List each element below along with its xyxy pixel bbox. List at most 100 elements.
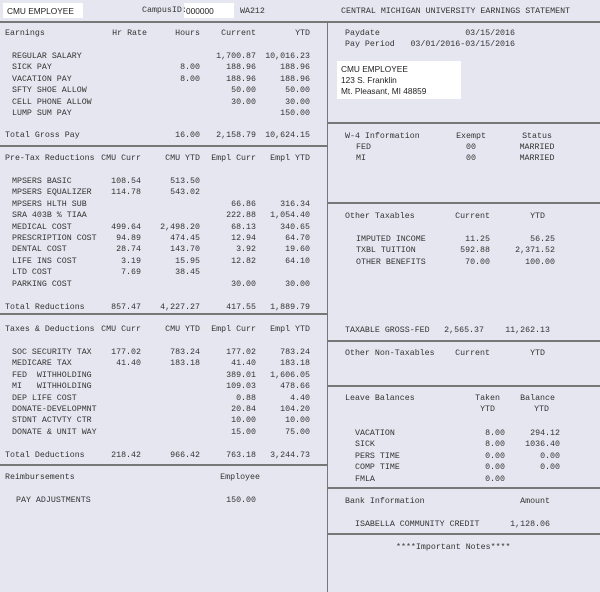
total-label: Total Gross Pay: [5, 131, 80, 140]
column-header: Leave Balances: [345, 394, 415, 403]
row-value: 30.00: [231, 279, 256, 289]
column-header: CMU Curr: [101, 154, 141, 163]
column-subheader: YTD: [480, 405, 495, 414]
column-header: Empl Curr: [211, 325, 256, 334]
row-value: 109.03: [226, 382, 256, 392]
section-divider: [0, 21, 600, 23]
taxable-gross-current: 2,565.37: [444, 326, 484, 335]
taxable-gross-ytd: 11,262.13: [505, 326, 550, 335]
total-value: 763.18: [226, 451, 256, 460]
row-label: MEDICARE TAX: [12, 359, 72, 369]
row-value: 2,498.20: [160, 222, 200, 232]
row-label: MPSERS BASIC: [12, 177, 72, 186]
column-header: Bank Information: [345, 497, 425, 506]
pay-period-label: Pay Period: [345, 40, 395, 49]
row-value: 1,606.05: [270, 370, 310, 380]
row-label: MI WITHHOLDING: [12, 382, 92, 392]
row-label: DEP LIFE COST: [12, 393, 77, 403]
row-value: 15.00: [231, 427, 256, 437]
column-header: Exempt: [456, 132, 486, 141]
column-header: Empl Curr: [211, 154, 256, 163]
row-value: 12.82: [231, 256, 256, 266]
total-value: 16.00: [175, 131, 200, 140]
row-value: 543.02: [170, 188, 200, 198]
total-value: 4,227.27: [160, 303, 200, 312]
pay-period: 03/01/2016-03/15/2016: [410, 40, 515, 49]
row-value: 150.00: [280, 109, 310, 118]
row-label: PRESCRIPTION COST: [12, 234, 97, 243]
row-value: 0.88: [236, 393, 256, 403]
section-divider: [0, 464, 327, 466]
row-value: 10,016.23: [265, 52, 310, 61]
total-value: 2,158.79: [216, 131, 256, 140]
row-value: 75.00: [285, 427, 310, 437]
total-value: 857.47: [111, 303, 141, 312]
total-value: 218.42: [111, 451, 141, 460]
row-value: 478.66: [280, 382, 310, 392]
column-header: Taxes & Deductions: [5, 325, 95, 334]
row-value: 64.70: [285, 234, 310, 243]
row-label: PARKING COST: [12, 279, 72, 289]
row-label: MPSERS HLTH SUB: [12, 199, 87, 209]
address-box: [337, 61, 461, 99]
row-value: 1036.40: [525, 440, 560, 450]
row-value: 64.10: [285, 256, 310, 266]
section-divider: [327, 122, 600, 124]
row-value: 100.00: [525, 257, 555, 267]
column-header: Current: [455, 349, 490, 358]
row-value: 11.25: [465, 235, 490, 244]
row-label: VACATION: [355, 429, 395, 438]
row-value: 188.96: [280, 74, 310, 84]
address-line: 123 S. Franklin: [341, 75, 397, 85]
row-label: CELL PHONE ALLOW: [12, 97, 92, 107]
column-header: Hours: [175, 29, 200, 38]
row-value: 8.00: [485, 440, 505, 450]
row-label: PERS TIME: [355, 451, 400, 461]
row-value: 70.00: [465, 257, 490, 267]
address-line: CMU EMPLOYEE: [341, 64, 408, 74]
address-line: Mt. Pleasant, MI 48859: [341, 86, 427, 96]
total-value: 966.42: [170, 451, 200, 460]
row-value: 7.69: [121, 268, 141, 278]
row-value: 30.00: [285, 279, 310, 289]
column-subheader: YTD: [534, 405, 549, 414]
row-value: 8.00: [485, 429, 505, 438]
row-value: 783.24: [280, 348, 310, 357]
section-divider: [0, 313, 327, 315]
section-divider: [327, 385, 600, 387]
row-value: 177.02: [111, 348, 141, 357]
column-header: Empl YTD: [270, 325, 310, 334]
column-header: CMU YTD: [165, 154, 200, 163]
row-label: SRA 403B % TIAA: [12, 211, 87, 221]
row-value: 188.96: [226, 63, 256, 73]
row-label: LUMP SUM PAY: [12, 109, 72, 118]
row-value: 50.00: [231, 86, 256, 96]
row-value: 2,371.52: [515, 246, 555, 256]
row-value: 499.64: [111, 222, 141, 232]
bank-amount: 1,128.06: [510, 520, 550, 529]
row-value: 68.13: [231, 222, 256, 232]
row-label: DENTAL COST: [12, 245, 67, 255]
column-header: Other Taxables: [345, 212, 415, 221]
column-header: YTD: [295, 29, 310, 38]
row-value: 188.96: [280, 63, 310, 73]
row-value: 513.50: [170, 177, 200, 186]
row-value: 222.88: [226, 211, 256, 221]
total-label: Total Reductions: [5, 303, 85, 312]
row-value: 15.95: [175, 256, 200, 266]
row-label: SFTY SHOE ALLOW: [12, 86, 87, 96]
total-value: 1,889.79: [270, 303, 310, 312]
total-label: Total Deductions: [5, 451, 85, 460]
row-value: 4.40: [290, 393, 310, 403]
row-value: 19.60: [285, 245, 310, 255]
row-value: MARRIED: [519, 154, 555, 164]
row-value: 56.25: [530, 235, 555, 244]
paydate-label: Paydate: [345, 29, 380, 38]
column-header: YTD: [530, 212, 545, 221]
row-label: LIFE INS COST: [12, 256, 77, 266]
row-label: LTD COST: [12, 268, 52, 278]
column-header: CMU Curr: [101, 325, 141, 334]
row-value: 8.00: [180, 63, 200, 73]
column-header: Earnings: [5, 29, 45, 38]
row-label: DONATE & UNIT WAY: [12, 427, 97, 437]
